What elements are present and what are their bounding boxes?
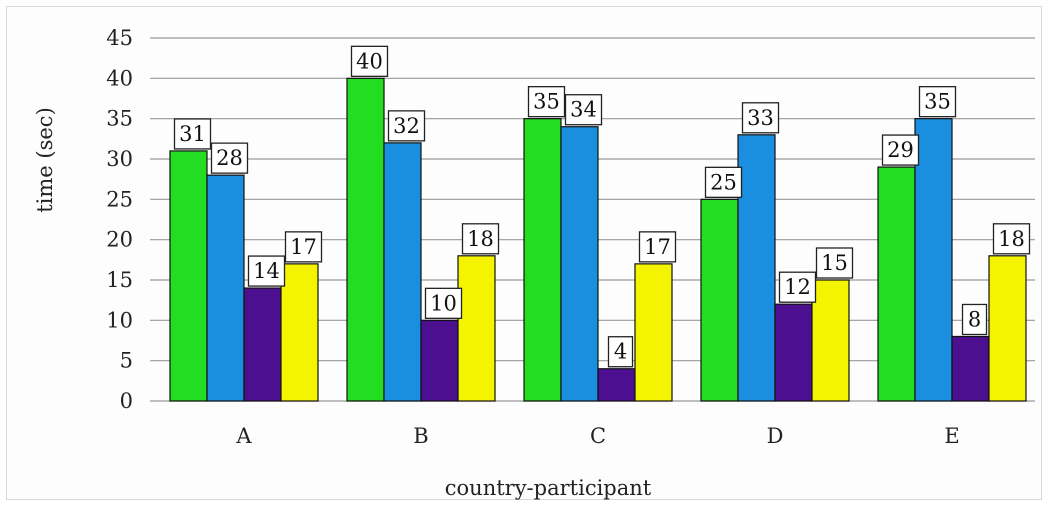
data-label: 35 bbox=[533, 90, 560, 114]
data-label: 8 bbox=[968, 307, 981, 331]
data-label: 34 bbox=[570, 98, 597, 122]
bar-E-2 bbox=[951, 335, 990, 402]
y-axis-ticks: 0 5 10 15 20 25 30 35 40 45 bbox=[106, 26, 133, 413]
bar-E-1 bbox=[914, 118, 953, 402]
data-label: 28 bbox=[216, 146, 243, 170]
data-label-box bbox=[704, 166, 743, 198]
bar-A-2 bbox=[243, 287, 282, 402]
data-label-box bbox=[778, 271, 817, 303]
x-tick-label: C bbox=[590, 424, 606, 448]
bar-B-3 bbox=[457, 255, 496, 402]
data-label: 14 bbox=[253, 259, 280, 283]
data-label: 10 bbox=[430, 291, 457, 315]
data-label-box bbox=[638, 231, 677, 263]
data-label: 17 bbox=[644, 235, 671, 259]
data-label-box bbox=[564, 94, 603, 126]
data-label-box bbox=[424, 287, 463, 319]
data-label-box bbox=[461, 223, 500, 255]
bar-C-0 bbox=[523, 118, 562, 402]
data-label: 31 bbox=[179, 122, 206, 146]
data-label-box bbox=[961, 303, 988, 336]
bar-D-0 bbox=[700, 198, 739, 402]
y-axis-title: time (sec) bbox=[33, 107, 57, 213]
data-label: 18 bbox=[467, 227, 494, 251]
data-label-box bbox=[527, 86, 566, 118]
bar-C-3 bbox=[634, 263, 673, 402]
data-label-box bbox=[607, 336, 634, 368]
data-label: 4 bbox=[614, 340, 627, 364]
data-label-box bbox=[247, 255, 286, 287]
bar-E-3 bbox=[988, 255, 1027, 402]
bar-D-2 bbox=[774, 303, 813, 402]
y-tick-label: 20 bbox=[106, 228, 133, 252]
data-label: 15 bbox=[821, 251, 848, 275]
bar-D-3 bbox=[811, 279, 850, 402]
bars bbox=[169, 77, 1027, 402]
y-tick-label: 35 bbox=[106, 107, 133, 131]
bar-A-3 bbox=[280, 263, 319, 402]
y-tick-label: 40 bbox=[106, 66, 133, 90]
data-label-box bbox=[741, 102, 780, 134]
y-tick-label: 45 bbox=[106, 26, 133, 50]
y-tick-label: 10 bbox=[106, 308, 133, 332]
y-tick-label: 30 bbox=[106, 147, 133, 171]
bar-C-1 bbox=[560, 126, 599, 402]
y-tick-label: 25 bbox=[106, 187, 133, 211]
bar-B-0 bbox=[346, 77, 385, 402]
data-labels: 31 28 14 17 40 32 10 18 35 34 4 17 25 33 12 15 29 35 8 18 bbox=[173, 45, 1031, 368]
data-label-box bbox=[918, 86, 957, 118]
bar-B-1 bbox=[383, 142, 422, 402]
x-tick-label: B bbox=[413, 424, 428, 448]
y-tick-label: 15 bbox=[106, 268, 133, 292]
data-label: 25 bbox=[710, 170, 737, 194]
bar-A-0 bbox=[169, 150, 208, 402]
y-tick-label: 0 bbox=[120, 389, 133, 413]
data-label: 17 bbox=[290, 235, 317, 259]
data-label-box bbox=[173, 118, 212, 150]
data-label-box bbox=[210, 142, 249, 174]
bar-A-1 bbox=[206, 174, 245, 402]
x-tick-label: E bbox=[944, 424, 959, 448]
x-axis-title: country-participant bbox=[445, 476, 652, 500]
x-tick-label: A bbox=[235, 424, 252, 448]
data-label-box bbox=[350, 45, 389, 77]
data-label-box bbox=[881, 134, 920, 166]
data-label-box bbox=[284, 231, 323, 263]
data-label-box bbox=[992, 223, 1031, 255]
bar-E-0 bbox=[877, 166, 916, 402]
y-tick-label: 5 bbox=[120, 349, 133, 373]
x-tick-label: D bbox=[767, 424, 784, 448]
x-axis-ticks: A B C D E bbox=[235, 424, 959, 448]
data-label: 33 bbox=[747, 106, 774, 130]
data-label: 35 bbox=[924, 90, 951, 114]
bar-C-2 bbox=[597, 368, 636, 402]
data-label: 18 bbox=[998, 227, 1025, 251]
data-label: 12 bbox=[784, 275, 811, 299]
bar-B-2 bbox=[420, 319, 459, 402]
data-label: 40 bbox=[356, 49, 383, 73]
bar-D-1 bbox=[737, 134, 776, 402]
data-label: 29 bbox=[887, 138, 914, 162]
data-label-box bbox=[815, 247, 854, 279]
data-label-box bbox=[387, 110, 426, 142]
data-label: 32 bbox=[393, 114, 420, 138]
